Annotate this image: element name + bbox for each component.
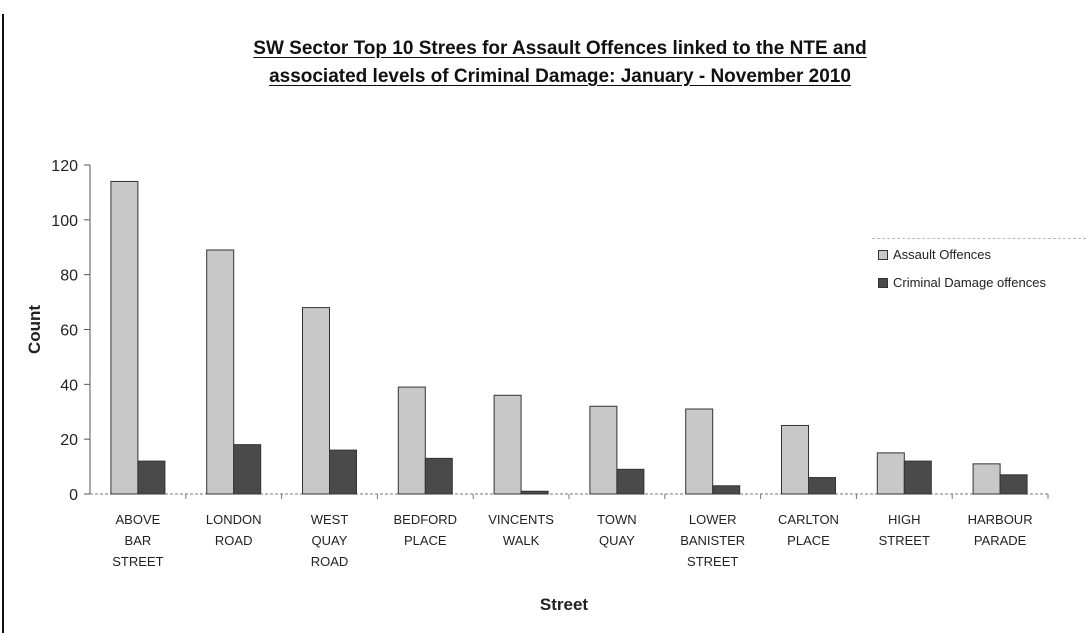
x-category-label: QUAY (312, 533, 348, 548)
x-category-label: LOWER (689, 512, 737, 527)
x-category-label: HIGH (888, 512, 921, 527)
legend-item-criminal-damage: Criminal Damage offences (878, 275, 1046, 290)
legend-swatch-assault (878, 249, 888, 260)
x-category-label: WALK (503, 533, 540, 548)
x-category-label: STREET (112, 554, 163, 569)
x-category-label: PARADE (974, 533, 1027, 548)
bar-criminal-damage (999, 474, 1028, 495)
y-tick-label: 20 (60, 432, 78, 449)
bar-assault-offences (493, 394, 522, 495)
x-category-label: HARBOUR (968, 512, 1033, 527)
legend-swatch-criminal-damage (878, 277, 888, 288)
x-category-label: ABOVE (116, 512, 161, 527)
x-category-label: BANISTER (680, 533, 745, 548)
x-category-label: ROAD (215, 533, 253, 548)
bar-criminal-damage (329, 449, 357, 495)
bar-criminal-damage (233, 444, 262, 495)
x-category-label: BEDFORD (394, 512, 458, 527)
chart-title-line-1: SW Sector Top 10 Strees for Assault Offe… (253, 38, 867, 59)
x-category-label: VINCENTS (488, 512, 554, 527)
bar-assault-offences (206, 249, 235, 495)
x-category-label: QUAY (599, 533, 635, 548)
x-category-label: ROAD (311, 554, 349, 569)
bar-criminal-damage (712, 485, 741, 495)
y-axis-title: Count (25, 305, 44, 354)
legend: Assault Offences Criminal Damage offence… (872, 238, 1086, 295)
bar-criminal-damage (616, 468, 645, 495)
y-tick-label: 60 (60, 323, 78, 340)
y-tick-label: 40 (60, 377, 78, 394)
frame-border (2, 14, 4, 633)
bar-assault-offences (781, 424, 809, 495)
bar-assault-offences (589, 405, 618, 495)
bar-criminal-damage (903, 460, 932, 495)
bar-assault-offences (972, 463, 1001, 495)
y-tick-label: 80 (60, 268, 78, 285)
x-category-label: LONDON (206, 512, 262, 527)
x-category-label: TOWN (597, 512, 636, 527)
bar-criminal-damage (808, 477, 836, 495)
y-tick-label: 0 (69, 487, 78, 504)
x-category-label: STREET (879, 533, 930, 548)
bar-assault-offences (110, 180, 139, 495)
y-tick-label: 100 (51, 213, 78, 230)
x-category-label: CARLTON (778, 512, 839, 527)
bar-assault-offences (685, 408, 714, 495)
x-category-label: PLACE (787, 533, 830, 548)
bar-assault-offences (302, 307, 330, 495)
chart-title-line-2: associated levels of Criminal Damage: Ja… (269, 66, 851, 87)
legend-item-assault: Assault Offences (878, 247, 991, 262)
bar-criminal-damage (424, 457, 453, 495)
bar-criminal-damage (520, 490, 549, 495)
bar-criminal-damage (137, 460, 166, 495)
bar-assault-offences (876, 452, 905, 495)
legend-label-criminal-damage: Criminal Damage offences (893, 275, 1046, 290)
x-category-label: BAR (125, 533, 152, 548)
x-category-label: WEST (311, 512, 349, 527)
y-tick-label: 120 (51, 158, 78, 175)
x-axis-title: Street (540, 595, 589, 614)
x-category-label: PLACE (404, 533, 447, 548)
legend-label-assault: Assault Offences (893, 247, 992, 262)
bar-assault-offences (397, 386, 426, 495)
x-category-label: STREET (687, 554, 738, 569)
